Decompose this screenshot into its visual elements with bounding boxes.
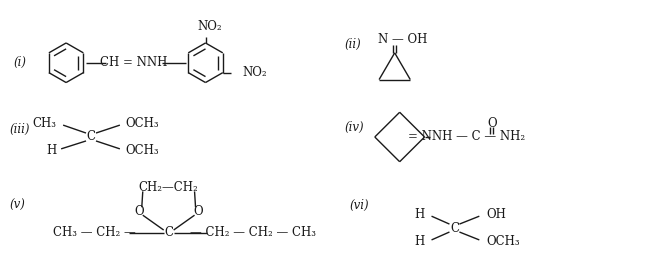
Text: C: C (164, 227, 173, 240)
Text: H: H (46, 144, 56, 157)
Text: NO₂: NO₂ (197, 20, 222, 33)
Text: H: H (414, 208, 424, 221)
Text: OCH₃: OCH₃ (126, 144, 159, 157)
Text: CH₂—CH₂: CH₂—CH₂ (139, 181, 199, 194)
Text: NO₂: NO₂ (243, 66, 267, 79)
Text: (v): (v) (10, 199, 25, 212)
Text: H: H (414, 235, 424, 248)
Text: CH = NNH: CH = NNH (100, 56, 168, 69)
Text: N — OH: N — OH (378, 32, 428, 45)
Text: — CH₂ — CH₂ — CH₃: — CH₂ — CH₂ — CH₃ (190, 227, 316, 240)
Text: O: O (488, 117, 497, 130)
Text: (iii): (iii) (10, 123, 30, 135)
Text: = NNH — C — NH₂: = NNH — C — NH₂ (408, 131, 525, 144)
Text: CH₃ — CH₂ —: CH₃ — CH₂ — (53, 227, 135, 240)
Text: (i): (i) (14, 56, 26, 69)
Text: OCH₃: OCH₃ (126, 117, 159, 130)
Text: CH₃: CH₃ (32, 117, 56, 130)
Text: (vi): (vi) (350, 199, 370, 212)
Text: C: C (86, 131, 95, 144)
Text: OCH₃: OCH₃ (486, 235, 520, 248)
Text: O: O (194, 205, 203, 218)
Text: C: C (450, 222, 459, 234)
Text: (ii): (ii) (345, 38, 362, 51)
Text: O: O (134, 205, 144, 218)
Text: (iv): (iv) (345, 120, 364, 134)
Text: OH: OH (486, 208, 506, 221)
